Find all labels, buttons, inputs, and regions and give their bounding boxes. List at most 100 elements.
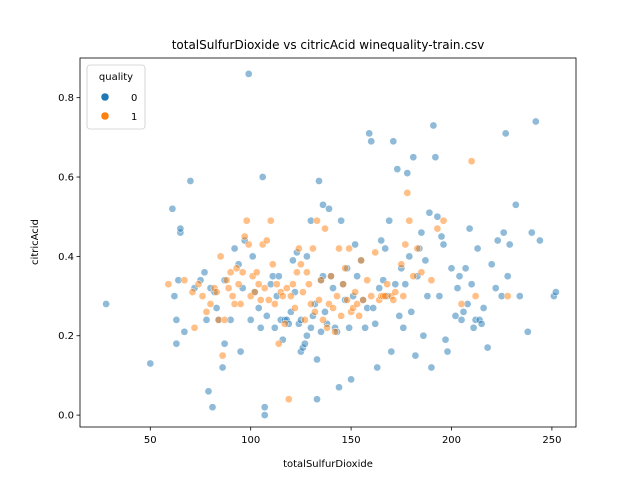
point-quality-0-94 <box>367 137 376 146</box>
point-quality-1-105 <box>457 300 466 308</box>
point-quality-1-13 <box>220 316 229 324</box>
point-quality-1-75 <box>345 244 353 253</box>
x-axis-ticks: 50 100 150 200 250 <box>144 427 561 446</box>
point-quality-0-99 <box>377 236 386 245</box>
point-quality-0-108 <box>395 312 404 320</box>
point-quality-0-101 <box>381 244 390 253</box>
point-quality-1-69 <box>333 292 341 300</box>
point-quality-0-3 <box>170 292 179 300</box>
point-quality-0-130 <box>439 240 448 249</box>
point-quality-0-0 <box>102 300 110 308</box>
point-quality-0-129 <box>437 232 446 241</box>
point-quality-1-11 <box>216 252 225 261</box>
point-quality-1-25 <box>244 240 253 249</box>
point-quality-0-95 <box>369 304 378 312</box>
point-quality-0-65 <box>313 395 321 404</box>
point-quality-1-43 <box>280 319 289 328</box>
point-quality-1-74 <box>343 296 351 304</box>
legend-marker-0 <box>100 92 110 102</box>
point-quality-0-107 <box>393 165 402 173</box>
point-quality-1-9 <box>212 288 221 296</box>
x-tick-label: 250 <box>542 435 561 446</box>
point-quality-0-74 <box>325 204 333 213</box>
point-quality-1-97 <box>403 189 412 197</box>
point-quality-1-55 <box>305 280 313 289</box>
point-quality-0-80 <box>337 216 345 225</box>
point-quality-0-88 <box>353 272 361 281</box>
point-quality-1-71 <box>337 312 345 320</box>
point-quality-0-66 <box>313 355 321 364</box>
point-quality-0-150 <box>487 260 496 269</box>
point-quality-1-59 <box>313 216 321 225</box>
y-tick-label: 0.4 <box>58 252 74 263</box>
point-quality-0-138 <box>459 308 468 316</box>
point-quality-0-85 <box>347 375 355 384</box>
point-quality-0-38 <box>260 411 269 419</box>
point-quality-0-4 <box>172 316 181 324</box>
point-quality-0-5 <box>172 339 181 348</box>
x-tick-label: 50 <box>144 435 157 446</box>
point-quality-0-119 <box>417 228 426 237</box>
point-quality-0-79 <box>335 383 343 392</box>
point-quality-1-45 <box>284 395 293 404</box>
point-quality-1-92 <box>389 296 398 304</box>
point-quality-0-148 <box>479 304 488 312</box>
point-quality-1-0 <box>164 280 173 289</box>
point-quality-1-33 <box>260 284 269 292</box>
point-quality-0-145 <box>473 244 482 253</box>
point-quality-0-133 <box>447 264 456 273</box>
x-tick-label: 200 <box>442 435 461 446</box>
point-quality-1-24 <box>242 216 251 225</box>
point-quality-0-143 <box>469 323 478 332</box>
point-quality-0-69 <box>317 327 325 336</box>
point-quality-1-46 <box>287 292 295 300</box>
point-quality-1-31 <box>256 296 265 304</box>
point-quality-1-61 <box>317 276 325 285</box>
point-quality-0-131 <box>441 335 450 344</box>
point-quality-1-52 <box>299 288 307 296</box>
point-quality-1-104 <box>439 216 448 225</box>
point-quality-0-113 <box>405 252 414 261</box>
legend-label-1: 1 <box>131 112 137 123</box>
point-quality-1-3 <box>190 323 199 332</box>
y-tick-label: 0.2 <box>58 331 74 342</box>
point-quality-1-103 <box>433 224 442 233</box>
point-quality-0-128 <box>435 292 444 300</box>
point-quality-0-13 <box>200 268 209 277</box>
point-quality-1-101 <box>417 268 426 277</box>
point-quality-1-66 <box>327 272 335 281</box>
y-tick-label: 0.6 <box>58 173 74 184</box>
point-quality-0-114 <box>407 308 416 316</box>
point-quality-1-54 <box>303 268 311 277</box>
point-quality-0-87 <box>351 240 359 249</box>
legend-title: quality <box>99 72 133 83</box>
point-quality-0-44 <box>274 272 283 281</box>
point-quality-1-15 <box>224 284 233 292</box>
point-quality-1-81 <box>357 256 365 265</box>
point-quality-1-60 <box>315 296 323 304</box>
point-quality-0-160 <box>523 327 532 336</box>
point-quality-1-19 <box>232 264 241 273</box>
point-quality-0-30 <box>244 70 253 78</box>
point-quality-1-14 <box>222 276 231 285</box>
point-quality-1-47 <box>289 280 297 289</box>
point-quality-0-106 <box>391 280 400 289</box>
point-quality-1-28 <box>250 288 259 296</box>
point-quality-0-134 <box>451 312 460 320</box>
point-quality-0-104 <box>387 347 396 356</box>
x-axis-label: totalSulfurDioxide <box>283 459 373 470</box>
point-quality-1-1 <box>180 276 189 285</box>
point-quality-0-112 <box>403 169 412 177</box>
point-quality-0-162 <box>531 117 540 126</box>
point-quality-1-39 <box>272 280 281 289</box>
point-quality-1-12 <box>218 351 227 360</box>
point-quality-0-91 <box>361 323 369 332</box>
point-quality-0-32 <box>248 252 257 261</box>
point-quality-1-30 <box>254 280 263 289</box>
point-quality-1-99 <box>409 272 418 281</box>
point-quality-0-15 <box>204 387 213 396</box>
point-quality-1-57 <box>309 244 317 253</box>
point-quality-0-59 <box>303 331 311 340</box>
